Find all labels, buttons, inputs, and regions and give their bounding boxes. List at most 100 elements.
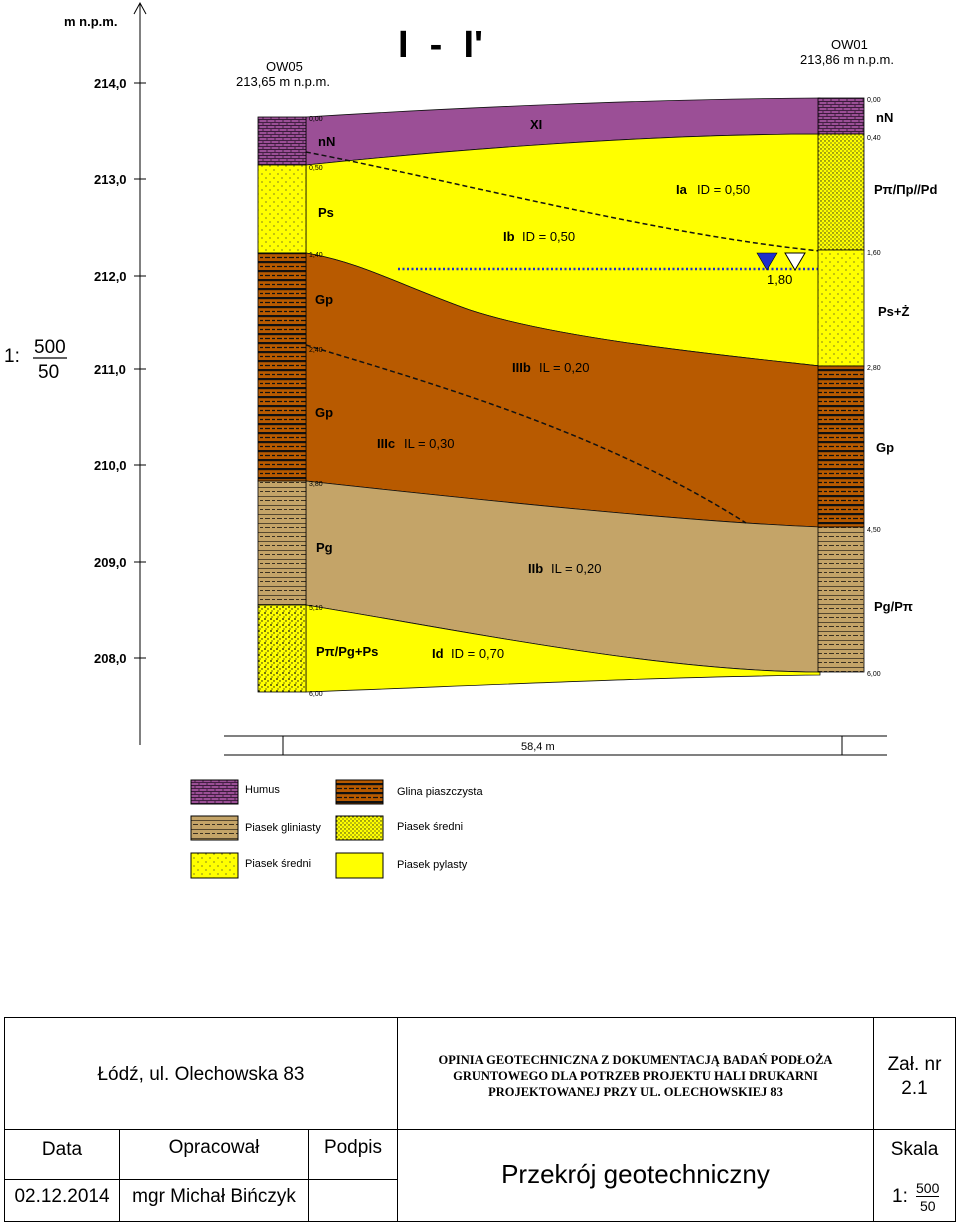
soil-codes: nN Ps Gp Gp Pg Pπ/Pg+Ps nN Pπ/Πp//Pd Ps+… <box>315 110 937 659</box>
depth-label: 0,40 <box>867 135 881 142</box>
water-level-outline-icon <box>784 252 806 271</box>
soil-layers <box>305 97 821 693</box>
layer-desc: IL = 0,30 <box>404 436 454 451</box>
scale-header: Skala <box>890 1139 939 1160</box>
location: Łódź, ul. Olechowska 83 <box>97 1064 305 1085</box>
date-cell: Data 02.12.2014 <box>4 1129 120 1222</box>
water-level-filled-icon <box>756 252 778 271</box>
elevation-tick: 208,0 <box>94 651 127 666</box>
soil-code: Ps+Ż <box>878 304 909 319</box>
location-cell: Łódź, ul. Olechowska 83 <box>4 1017 398 1130</box>
layer-code: Ia <box>676 182 688 197</box>
scale-denominator: 50 <box>920 1198 936 1214</box>
layer-labels: XI Ia ID = 0,50 Ib ID = 0,50 IIIb IL = 0… <box>377 117 750 661</box>
layer-desc: ID = 0,70 <box>451 646 504 661</box>
description-cell: OPINIA GEOTECHNICZNA Z DOKUMENTACJĄ BADA… <box>397 1017 874 1130</box>
layer-desc: IL = 0,20 <box>551 561 601 576</box>
date-header: Data <box>41 1139 83 1160</box>
description-line: OPINIA GEOTECHNICZNA Z DOKUMENTACJĄ BADA… <box>438 1053 833 1067</box>
depth-label: 0,00 <box>867 97 881 104</box>
vertical-scale-label: 1: 500 50 <box>4 337 67 383</box>
borehole-id: OW05 <box>266 59 303 74</box>
legend-label: Piasek pylasty <box>397 859 468 871</box>
borehole-id: OW01 <box>831 37 868 52</box>
layer-code: IIb <box>528 561 543 576</box>
date-value: 02.12.2014 <box>14 1186 110 1207</box>
soil-code: Gp <box>315 405 333 420</box>
elevation-tick: 209,0 <box>94 555 127 570</box>
elevation-tick: 212,0 <box>94 269 127 284</box>
elevation-tick: 210,0 <box>94 458 127 473</box>
title-block: Łódź, ul. Olechowska 83 OPINIA GEOTECHNI… <box>4 1017 956 1222</box>
depth-label: 2,40 <box>309 347 323 354</box>
author-cell: Opracował mgr Michał Bińczyk <box>119 1129 309 1222</box>
borehole-column-ow01: 0,00 0,40 1,60 2,80 4,50 6,00 <box>817 97 881 678</box>
soil-code: Pg <box>316 540 333 555</box>
axis-unit-label: m n.p.m. <box>64 14 117 29</box>
layer-silty-sand <box>305 604 821 693</box>
scale-prefix: 1: <box>892 1186 908 1207</box>
soil-code: Pπ/Pg+Ps <box>316 644 378 659</box>
geotechnical-cross-section: m n.p.m. 214,0 213,0 212,0 211,0 210,0 2… <box>4 1 937 879</box>
legend: Humus Glina piaszczysta Piasek gliniasty… <box>190 779 483 879</box>
borehole-elevation: 213,65 m n.p.m. <box>236 74 330 89</box>
author-header: Opracował <box>168 1137 260 1158</box>
legend-label: Piasek średni <box>397 821 463 833</box>
description-line: PROJEKTOWANEJ PRZY UL. OLECHOWSKIEJ 83 <box>488 1085 783 1099</box>
layer-desc: IL = 0,20 <box>539 360 589 375</box>
soil-code: Pg/Pπ <box>874 599 913 614</box>
layer-code: XI <box>530 117 542 132</box>
signature-header: Podpis <box>323 1137 383 1158</box>
layer-desc: ID = 0,50 <box>522 229 575 244</box>
groundwater-level: 1,80 <box>398 252 818 287</box>
depth-label: 4,50 <box>867 527 881 534</box>
boundary-ia-ib <box>305 151 821 252</box>
section-title: I - I' <box>398 24 483 66</box>
drawing-title-cell: Przekrój geotechniczny <box>397 1129 874 1222</box>
signature-cell: Podpis <box>308 1129 398 1222</box>
layer-code: Ib <box>503 229 515 244</box>
borehole-elevation: 213,86 m n.p.m. <box>800 52 894 67</box>
legend-label: Humus <box>245 784 280 796</box>
layer-code: IIIc <box>377 436 395 451</box>
depth-label: 1,40 <box>309 252 323 259</box>
soil-code: Ps <box>318 205 334 220</box>
layer-code: Id <box>432 646 444 661</box>
scale-cell: Skala 1: 500 50 <box>873 1129 956 1222</box>
depth-label: 0,50 <box>309 165 323 172</box>
distance-label: 58,4 m <box>521 741 555 753</box>
boundary-iiib-iiic <box>305 344 747 524</box>
author-value: mgr Michał Bińczyk <box>132 1186 296 1207</box>
borehole-column-ow05: 0,00 0,50 1,40 2,40 3,80 5,10 6,00 <box>257 116 323 698</box>
legend-label: Glina piaszczysta <box>397 786 483 798</box>
depth-label: 3,80 <box>309 481 323 488</box>
depth-label: 5,10 <box>309 605 323 612</box>
legend-label: Piasek gliniasty <box>245 822 321 834</box>
depth-label: 6,00 <box>309 691 323 698</box>
depth-label: 1,60 <box>867 250 881 257</box>
layer-code: IIIb <box>512 360 531 375</box>
elevation-tick-labels: 214,0 213,0 212,0 211,0 210,0 209,0 208,… <box>94 76 146 666</box>
svg-text:1:: 1: <box>4 346 20 367</box>
soil-code: Pπ/Πp//Pd <box>874 182 937 197</box>
attachment-label: Zał. nr <box>887 1054 942 1075</box>
soil-code: nN <box>318 134 335 149</box>
water-level-depth: 1,80 <box>767 272 792 287</box>
legend-label: Piasek średni <box>245 858 311 870</box>
soil-code: Gp <box>315 292 333 307</box>
depth-label: 0,00 <box>309 116 323 123</box>
depth-label: 6,00 <box>867 671 881 678</box>
scale-numerator: 500 <box>916 1180 940 1197</box>
soil-code: Gp <box>876 440 894 455</box>
elevation-tick: 211,0 <box>94 362 126 377</box>
description-line: GRUNTOWEGO DLA POTRZEB PROJEKTU HALI DRU… <box>453 1069 818 1083</box>
layer-desc: ID = 0,50 <box>697 182 750 197</box>
elevation-tick: 214,0 <box>94 76 127 91</box>
depth-label: 2,80 <box>867 365 881 372</box>
soil-code: nN <box>876 110 893 125</box>
svg-text:50: 50 <box>38 362 59 383</box>
attachment-cell: Zał. nr 2.1 <box>873 1017 956 1130</box>
drawing-title: Przekrój geotechniczny <box>501 1159 770 1189</box>
elevation-tick: 213,0 <box>94 172 127 187</box>
distance-bar: 58,4 m <box>224 735 887 756</box>
